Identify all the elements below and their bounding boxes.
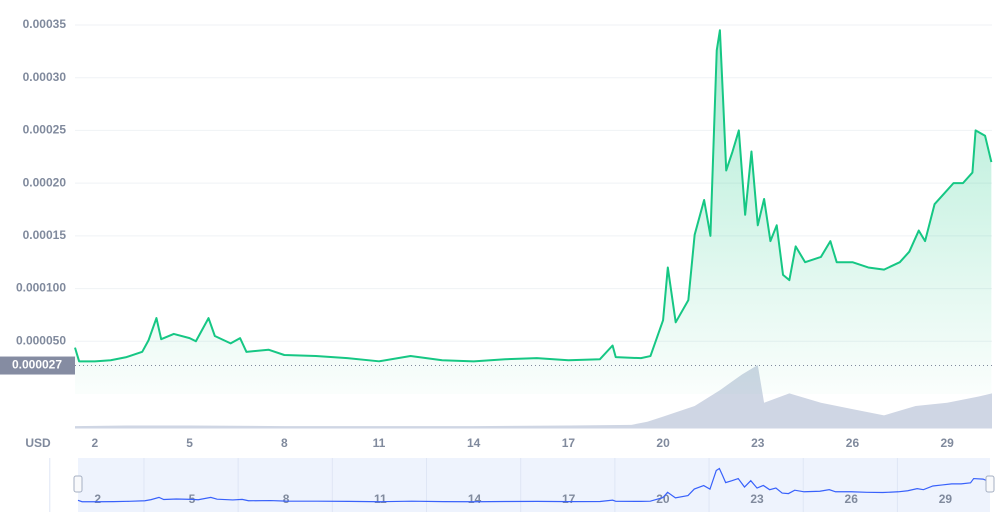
navigator-tick-label: 23 [750, 492, 764, 506]
y-tick-label: 0.000100 [16, 281, 66, 295]
navigator-tick-label: 2 [94, 492, 101, 506]
price-line [74, 29, 993, 363]
x-tick-label: 26 [846, 436, 860, 450]
current-price-label: 0.000027 [12, 358, 62, 372]
y-tick-label: 0.00025 [23, 123, 67, 137]
x-tick-label: 20 [656, 436, 670, 450]
x-tick-label: 8 [281, 436, 288, 450]
x-tick-label: 17 [562, 436, 576, 450]
navigator-tick-label: 26 [845, 492, 859, 506]
navigator-tick-label: 11 [374, 492, 387, 506]
x-tick-label: 29 [940, 436, 954, 450]
navigator-tick-label: 14 [468, 492, 482, 506]
navigator-tick-label: 8 [283, 492, 290, 506]
x-tick-label: 14 [467, 436, 481, 450]
x-tick-label: 11 [373, 436, 386, 450]
navigator-handle[interactable] [73, 475, 83, 493]
navigator-tick-label: 20 [656, 492, 670, 506]
navigator[interactable] [78, 458, 990, 512]
navigator-handle[interactable] [985, 475, 995, 493]
y-tick-label: 0.00020 [23, 175, 67, 189]
y-tick-label: 0.00030 [23, 70, 67, 84]
x-tick-label: 23 [751, 436, 765, 450]
navigator-tick-label: 29 [939, 492, 953, 506]
currency-label: USD [25, 436, 51, 450]
y-tick-label: 0.000050 [16, 333, 66, 347]
navigator-tick-label: 17 [562, 492, 576, 506]
current-price-box [0, 356, 75, 375]
x-tick-label: 5 [186, 436, 193, 450]
navigator-line [77, 467, 990, 503]
x-tick-label: 2 [92, 436, 99, 450]
y-tick-label: 0.00015 [23, 228, 67, 242]
volume-area [75, 365, 992, 428]
y-tick-label: 0.00035 [23, 17, 67, 31]
price-area [75, 30, 992, 395]
